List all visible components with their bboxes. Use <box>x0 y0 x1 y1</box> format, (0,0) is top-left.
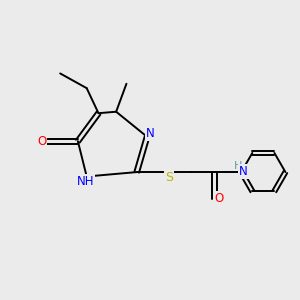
Text: NH: NH <box>76 175 94 188</box>
Text: N: N <box>239 165 248 178</box>
Text: S: S <box>165 171 173 184</box>
Text: H: H <box>234 160 242 171</box>
Text: O: O <box>214 192 224 205</box>
Text: N: N <box>146 127 155 140</box>
Text: O: O <box>37 135 46 148</box>
